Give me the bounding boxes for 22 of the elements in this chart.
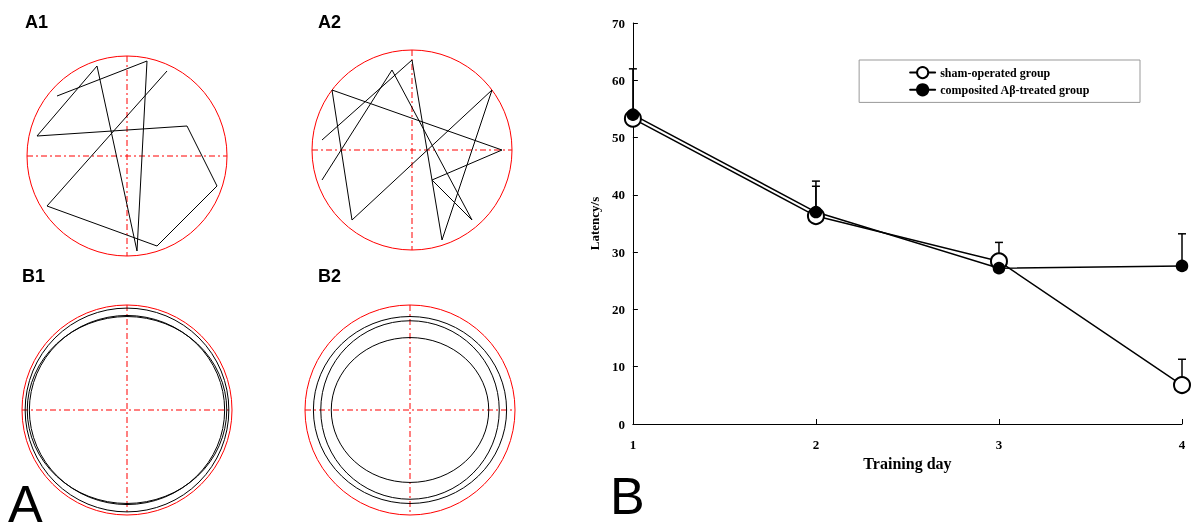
y-tick-label: 10 (611, 359, 625, 375)
y-tick-label: 0 (618, 416, 625, 432)
legend-label: composited Aβ-treated group (940, 82, 1090, 97)
y-tick-label: 60 (611, 72, 625, 88)
y-tick-label: 70 (611, 15, 625, 31)
legend-label: sham-operated group (940, 65, 1051, 80)
text: B1 (22, 266, 46, 286)
text: A2 (318, 12, 342, 32)
y-tick-label: 50 (611, 130, 625, 146)
text: A1 (25, 12, 49, 32)
x-tick-label: 3 (995, 437, 1003, 452)
x-tick-label: 2 (812, 437, 820, 452)
x-tick-label: 4 (1178, 437, 1186, 452)
y-axis-title: Latency/s (587, 196, 602, 251)
y-tick-label: 20 (611, 301, 625, 317)
text: B (610, 467, 645, 525)
text: A (8, 475, 43, 529)
text: B2 (318, 266, 342, 286)
x-axis-title: Training day (863, 455, 952, 474)
y-tick-label: 30 (611, 244, 625, 260)
x-tick-label: 1 (629, 437, 637, 452)
y-tick-label: 40 (611, 187, 625, 203)
